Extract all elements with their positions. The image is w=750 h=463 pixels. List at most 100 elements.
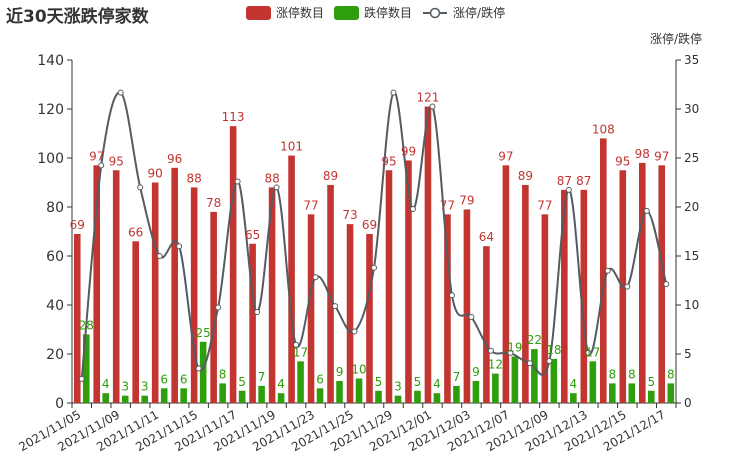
ratio-point bbox=[526, 360, 533, 367]
bar-rise-label: 101 bbox=[280, 140, 303, 154]
bar-fall-label: 8 bbox=[628, 367, 636, 381]
ratio-point bbox=[215, 304, 222, 311]
bar-fall bbox=[141, 395, 148, 403]
bar-rise bbox=[171, 167, 178, 403]
bar-rise bbox=[307, 214, 315, 403]
ratio-point bbox=[273, 184, 280, 191]
y-left-tick-label: 20 bbox=[46, 347, 64, 363]
ratio-point bbox=[351, 328, 358, 335]
y-right-tick-label: 25 bbox=[684, 151, 699, 165]
bar-rise bbox=[580, 189, 588, 403]
bar-rise bbox=[541, 214, 549, 403]
bar-fall bbox=[277, 393, 285, 403]
bar-fall bbox=[219, 383, 226, 403]
bar-fall bbox=[609, 383, 616, 403]
bar-rise bbox=[268, 187, 276, 403]
bar-fall bbox=[414, 390, 421, 403]
ratio-point bbox=[643, 207, 650, 214]
bar-rise bbox=[73, 233, 81, 403]
bar-fall-label: 9 bbox=[336, 365, 344, 379]
bar-rise bbox=[112, 170, 120, 403]
bar-rise-label: 97 bbox=[89, 149, 104, 163]
bar-rise-label: 78 bbox=[206, 196, 221, 210]
bar-rise-label: 97 bbox=[654, 149, 669, 163]
bar-rise bbox=[346, 224, 354, 403]
bar-rise-label: 79 bbox=[459, 193, 474, 207]
bar-rise bbox=[424, 106, 432, 404]
legend-item-fall[interactable]: 跌停数目 bbox=[334, 4, 412, 21]
bar-rise bbox=[210, 211, 217, 403]
y-left-tick-label: 0 bbox=[55, 396, 64, 412]
bar-rise bbox=[93, 165, 101, 403]
bar-rise bbox=[132, 241, 139, 403]
bar-rise-label: 108 bbox=[592, 122, 615, 136]
y-right-tick-label: 20 bbox=[684, 200, 699, 214]
chart-title: 近30天涨跌停家数 bbox=[6, 7, 149, 27]
bar-rise-label: 77 bbox=[303, 198, 318, 212]
bar-rise-label: 77 bbox=[440, 198, 455, 212]
ratio-point bbox=[390, 89, 397, 96]
ratio-point bbox=[156, 253, 163, 259]
ratio-point bbox=[371, 264, 377, 271]
bar-rise-label: 65 bbox=[245, 228, 260, 242]
bar-rise bbox=[502, 165, 510, 403]
legend-label-ratio: 涨停/跌停 bbox=[453, 6, 506, 20]
ratio-point bbox=[78, 375, 85, 382]
bar-fall-label: 9 bbox=[472, 365, 480, 379]
y-right-tick-label: 10 bbox=[684, 298, 699, 312]
bar-fall-label: 4 bbox=[102, 377, 110, 391]
bar-fall bbox=[433, 393, 441, 403]
bar-fall-label: 4 bbox=[570, 377, 578, 391]
bar-rise-label: 95 bbox=[615, 154, 630, 168]
bar-fall-label: 7 bbox=[258, 370, 266, 384]
y-left-tick-label: 100 bbox=[37, 151, 64, 167]
bar-fall-label: 3 bbox=[121, 380, 129, 394]
bar-fall bbox=[102, 393, 110, 403]
ratio-point bbox=[176, 243, 183, 250]
bar-fall bbox=[589, 361, 597, 403]
y-left-tick-label: 80 bbox=[46, 200, 64, 216]
bar-fall bbox=[238, 390, 246, 403]
bar-rise bbox=[600, 138, 607, 403]
bar-fall bbox=[82, 334, 90, 403]
y-left-tick-label: 140 bbox=[37, 53, 64, 69]
bar-fall bbox=[316, 388, 324, 403]
ratio-point bbox=[487, 347, 494, 354]
ratio-point bbox=[409, 205, 416, 212]
ratio-point bbox=[195, 365, 202, 372]
bar-fall bbox=[628, 383, 636, 403]
legend-swatch-rise bbox=[246, 5, 271, 20]
bar-fall-label: 10 bbox=[351, 363, 366, 377]
bar-fall-label: 25 bbox=[196, 326, 211, 340]
bar-fall-label: 17 bbox=[585, 345, 600, 359]
ratio-point bbox=[565, 186, 572, 193]
bar-fall bbox=[355, 378, 363, 403]
bar-rise-label: 89 bbox=[323, 169, 338, 183]
bar-rise-label: 95 bbox=[109, 154, 124, 168]
bar-rise bbox=[561, 189, 568, 403]
bar-rise bbox=[405, 160, 412, 403]
bar-rise bbox=[288, 155, 295, 403]
bar-fall bbox=[121, 395, 129, 403]
ratio-point bbox=[234, 178, 241, 185]
bar-fall-label: 22 bbox=[527, 333, 542, 347]
ratio-point bbox=[546, 358, 553, 365]
bar-rise bbox=[190, 187, 198, 403]
bar-rise-label: 77 bbox=[537, 198, 552, 212]
legend-item-ratio[interactable]: 涨停/跌停 bbox=[422, 4, 505, 21]
legend-item-rise[interactable]: 涨停数目 bbox=[246, 4, 324, 21]
bar-fall bbox=[297, 361, 304, 403]
bar-fall-label: 8 bbox=[667, 367, 675, 381]
bar-fall-label: 18 bbox=[546, 343, 561, 357]
bar-rise bbox=[638, 162, 646, 403]
ratio-point bbox=[663, 281, 670, 288]
y-left-tick-label: 40 bbox=[46, 298, 64, 314]
bar-fall bbox=[160, 388, 168, 403]
bar-rise-label: 64 bbox=[479, 230, 494, 244]
ratio-point bbox=[332, 303, 339, 310]
bar-rise-label: 73 bbox=[342, 208, 357, 222]
bar-fall-label: 5 bbox=[238, 375, 246, 389]
bar-rise-label: 87 bbox=[576, 174, 591, 188]
bar-fall-label: 8 bbox=[608, 367, 616, 381]
legend-label-fall: 跌停数目 bbox=[364, 6, 413, 20]
